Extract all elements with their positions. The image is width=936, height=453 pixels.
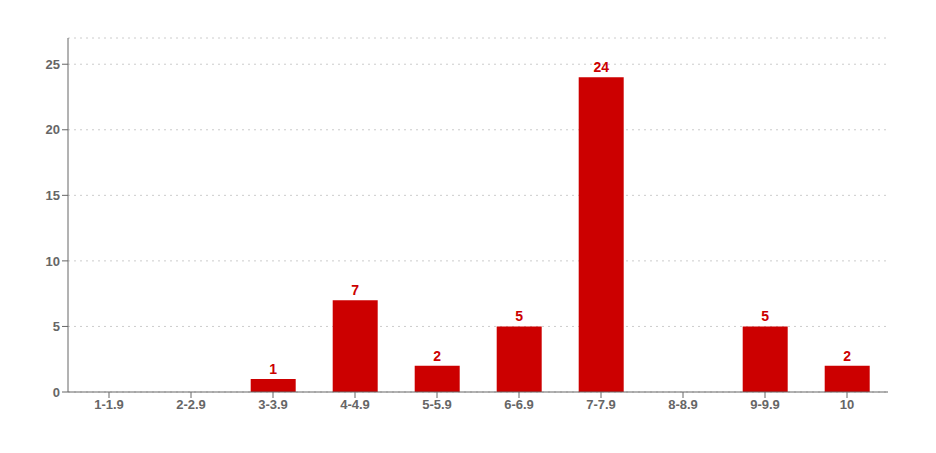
svg-text:1: 1 (269, 361, 277, 377)
svg-text:8-8.9: 8-8.9 (668, 397, 698, 412)
svg-text:5: 5 (53, 319, 60, 334)
svg-text:3-3.9: 3-3.9 (258, 397, 288, 412)
svg-text:2: 2 (843, 348, 851, 364)
svg-text:2: 2 (433, 348, 441, 364)
svg-text:10: 10 (46, 254, 60, 269)
svg-text:5: 5 (515, 308, 523, 324)
svg-text:1-1.9: 1-1.9 (94, 397, 124, 412)
svg-text:9-9.9: 9-9.9 (750, 397, 780, 412)
svg-text:7-7.9: 7-7.9 (586, 397, 616, 412)
svg-text:4-4.9: 4-4.9 (340, 397, 370, 412)
svg-text:20: 20 (46, 122, 60, 137)
svg-text:24: 24 (593, 59, 609, 75)
svg-text:10: 10 (840, 397, 854, 412)
svg-text:25: 25 (46, 57, 60, 72)
svg-text:6-6.9: 6-6.9 (504, 397, 534, 412)
svg-text:7: 7 (351, 282, 359, 298)
svg-text:5-5.9: 5-5.9 (422, 397, 452, 412)
svg-text:0: 0 (53, 385, 60, 400)
svg-text:5: 5 (761, 308, 769, 324)
svg-text:15: 15 (46, 188, 60, 203)
svg-text:2-2.9: 2-2.9 (176, 397, 206, 412)
